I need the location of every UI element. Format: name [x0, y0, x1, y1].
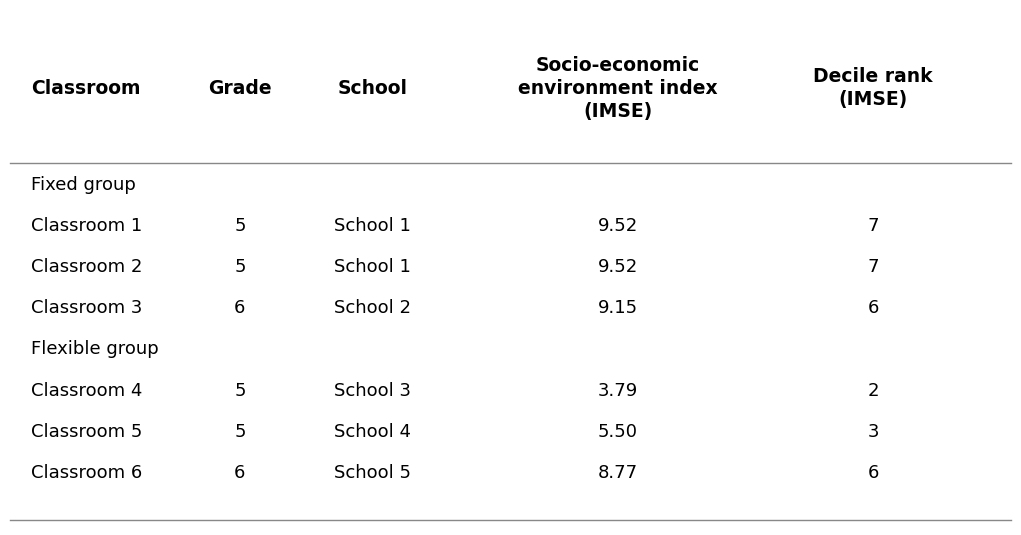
Text: School 2: School 2	[334, 299, 411, 317]
Text: School 4: School 4	[334, 423, 411, 441]
Text: Classroom 6: Classroom 6	[31, 464, 142, 482]
Text: Decile rank
(IMSE): Decile rank (IMSE)	[813, 67, 933, 109]
Text: 8.77: 8.77	[597, 464, 638, 482]
Text: 5: 5	[234, 217, 246, 235]
Text: 6: 6	[867, 464, 879, 482]
Text: 7: 7	[867, 258, 879, 276]
Text: School 5: School 5	[334, 464, 411, 482]
Text: 6: 6	[234, 299, 246, 317]
Text: 5: 5	[234, 258, 246, 276]
Text: Classroom 5: Classroom 5	[31, 423, 142, 441]
Text: 9.52: 9.52	[597, 258, 638, 276]
Text: Grade: Grade	[208, 79, 272, 98]
Text: Socio-economic
environment index
(IMSE): Socio-economic environment index (IMSE)	[518, 56, 718, 120]
Text: School: School	[338, 79, 407, 98]
Text: Classroom 3: Classroom 3	[31, 299, 142, 317]
Text: 9.52: 9.52	[597, 217, 638, 235]
Text: 3: 3	[867, 423, 879, 441]
Text: 5: 5	[234, 423, 246, 441]
Text: Classroom 2: Classroom 2	[31, 258, 142, 276]
Text: 2: 2	[867, 381, 879, 400]
Text: School 1: School 1	[334, 258, 411, 276]
Text: 6: 6	[234, 464, 246, 482]
Text: 5: 5	[234, 381, 246, 400]
Text: 9.15: 9.15	[597, 299, 638, 317]
Text: 3.79: 3.79	[597, 381, 638, 400]
Text: School 3: School 3	[334, 381, 411, 400]
Text: 6: 6	[867, 299, 879, 317]
Text: Fixed group: Fixed group	[31, 175, 136, 194]
Text: 5.50: 5.50	[597, 423, 638, 441]
Text: 7: 7	[867, 217, 879, 235]
Text: Classroom: Classroom	[31, 79, 140, 98]
Text: School 1: School 1	[334, 217, 411, 235]
Text: Flexible group: Flexible group	[31, 340, 158, 358]
Text: Classroom 1: Classroom 1	[31, 217, 142, 235]
Text: Classroom 4: Classroom 4	[31, 381, 142, 400]
